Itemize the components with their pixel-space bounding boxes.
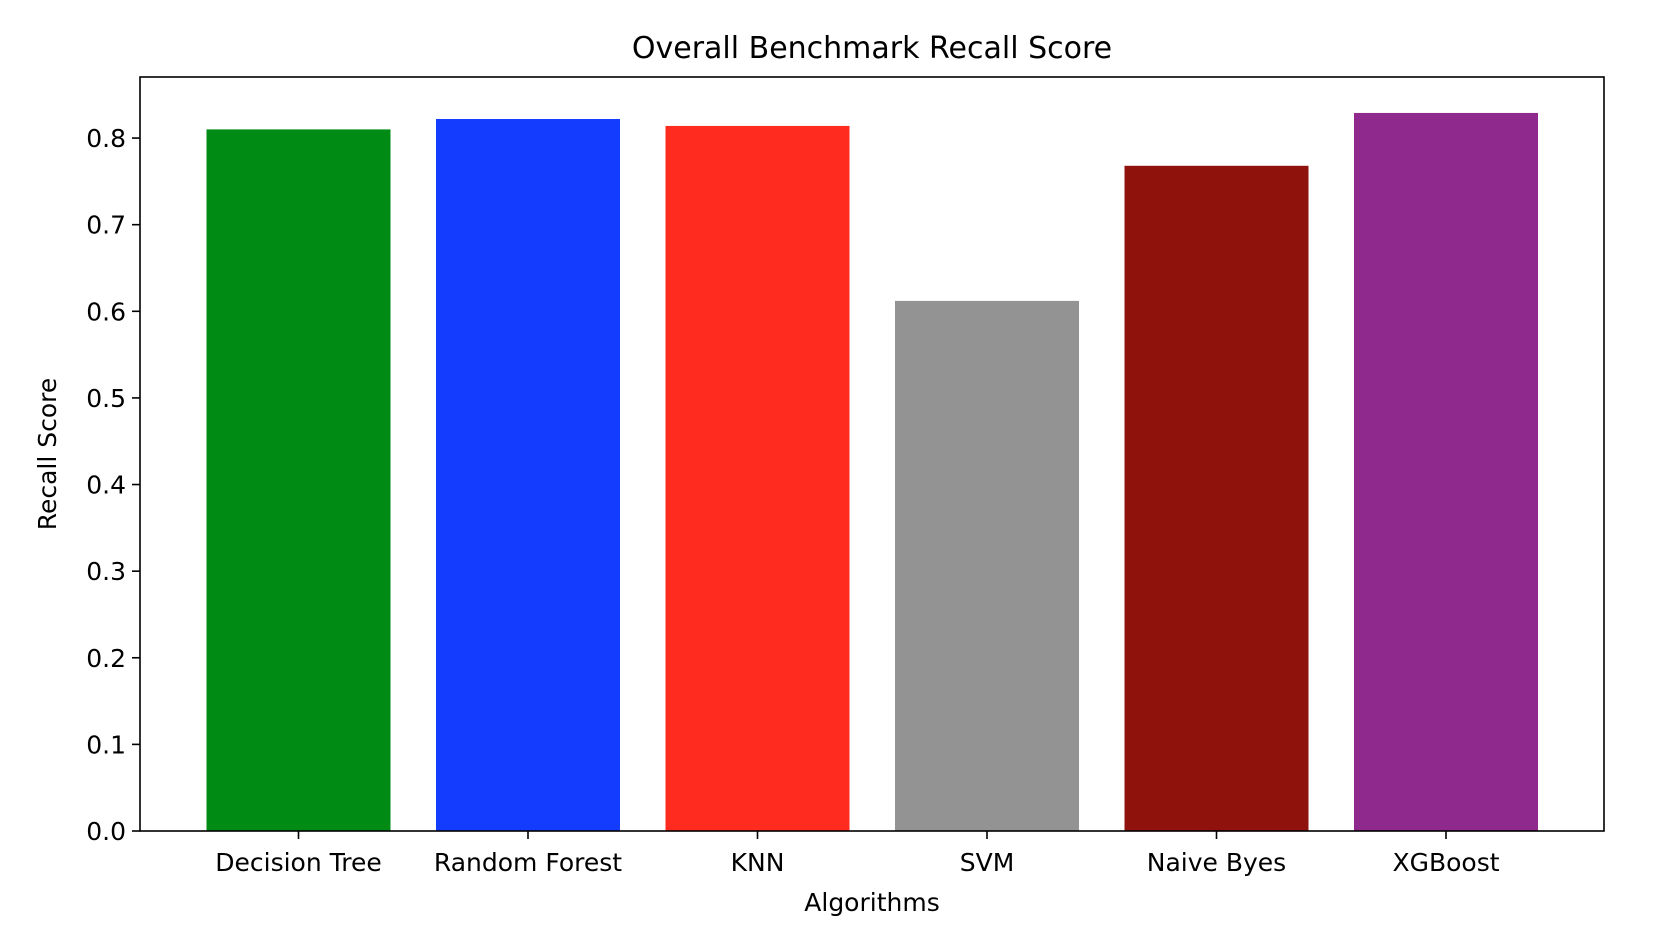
x-tick-label: KNN [731, 848, 785, 877]
y-tick-label: 0.7 [86, 211, 126, 240]
x-tick-label: Random Forest [434, 848, 622, 877]
x-axis-label: Algorithms [804, 888, 939, 917]
bar-random-forest [436, 119, 620, 831]
y-axis: 0.0 0.1 0.2 0.3 0.4 0.5 0.6 0.7 0.8 [86, 124, 140, 846]
y-tick-label: 0.6 [86, 297, 126, 326]
y-tick-label: 0.0 [86, 817, 126, 846]
x-tick-label: SVM [960, 848, 1015, 877]
bar-knn [665, 125, 850, 831]
x-tick-label: Naive Byes [1147, 848, 1286, 877]
bar-svm [895, 300, 1079, 831]
bar-xgboost [1354, 112, 1538, 832]
y-tick-label: 0.4 [86, 471, 126, 500]
x-tick-label: Decision Tree [215, 848, 381, 877]
y-tick-label: 0.1 [86, 730, 126, 759]
y-tick-label: 0.3 [86, 557, 126, 586]
x-tick-label: XGBoost [1392, 848, 1499, 877]
y-axis-label: Recall Score [33, 378, 62, 531]
bar-decision-tree [206, 129, 391, 832]
plot-frame [139, 76, 1605, 832]
bars-layer [206, 112, 1538, 832]
bar-naive-byes [1124, 165, 1309, 832]
y-tick-label: 0.5 [86, 384, 126, 413]
y-tick-label: 0.2 [86, 644, 126, 673]
chart-title: Overall Benchmark Recall Score [632, 31, 1112, 66]
y-tick-label: 0.8 [86, 124, 126, 153]
x-axis: Decision Tree Random Forest KNN SVM Naive By… [215, 831, 1500, 877]
